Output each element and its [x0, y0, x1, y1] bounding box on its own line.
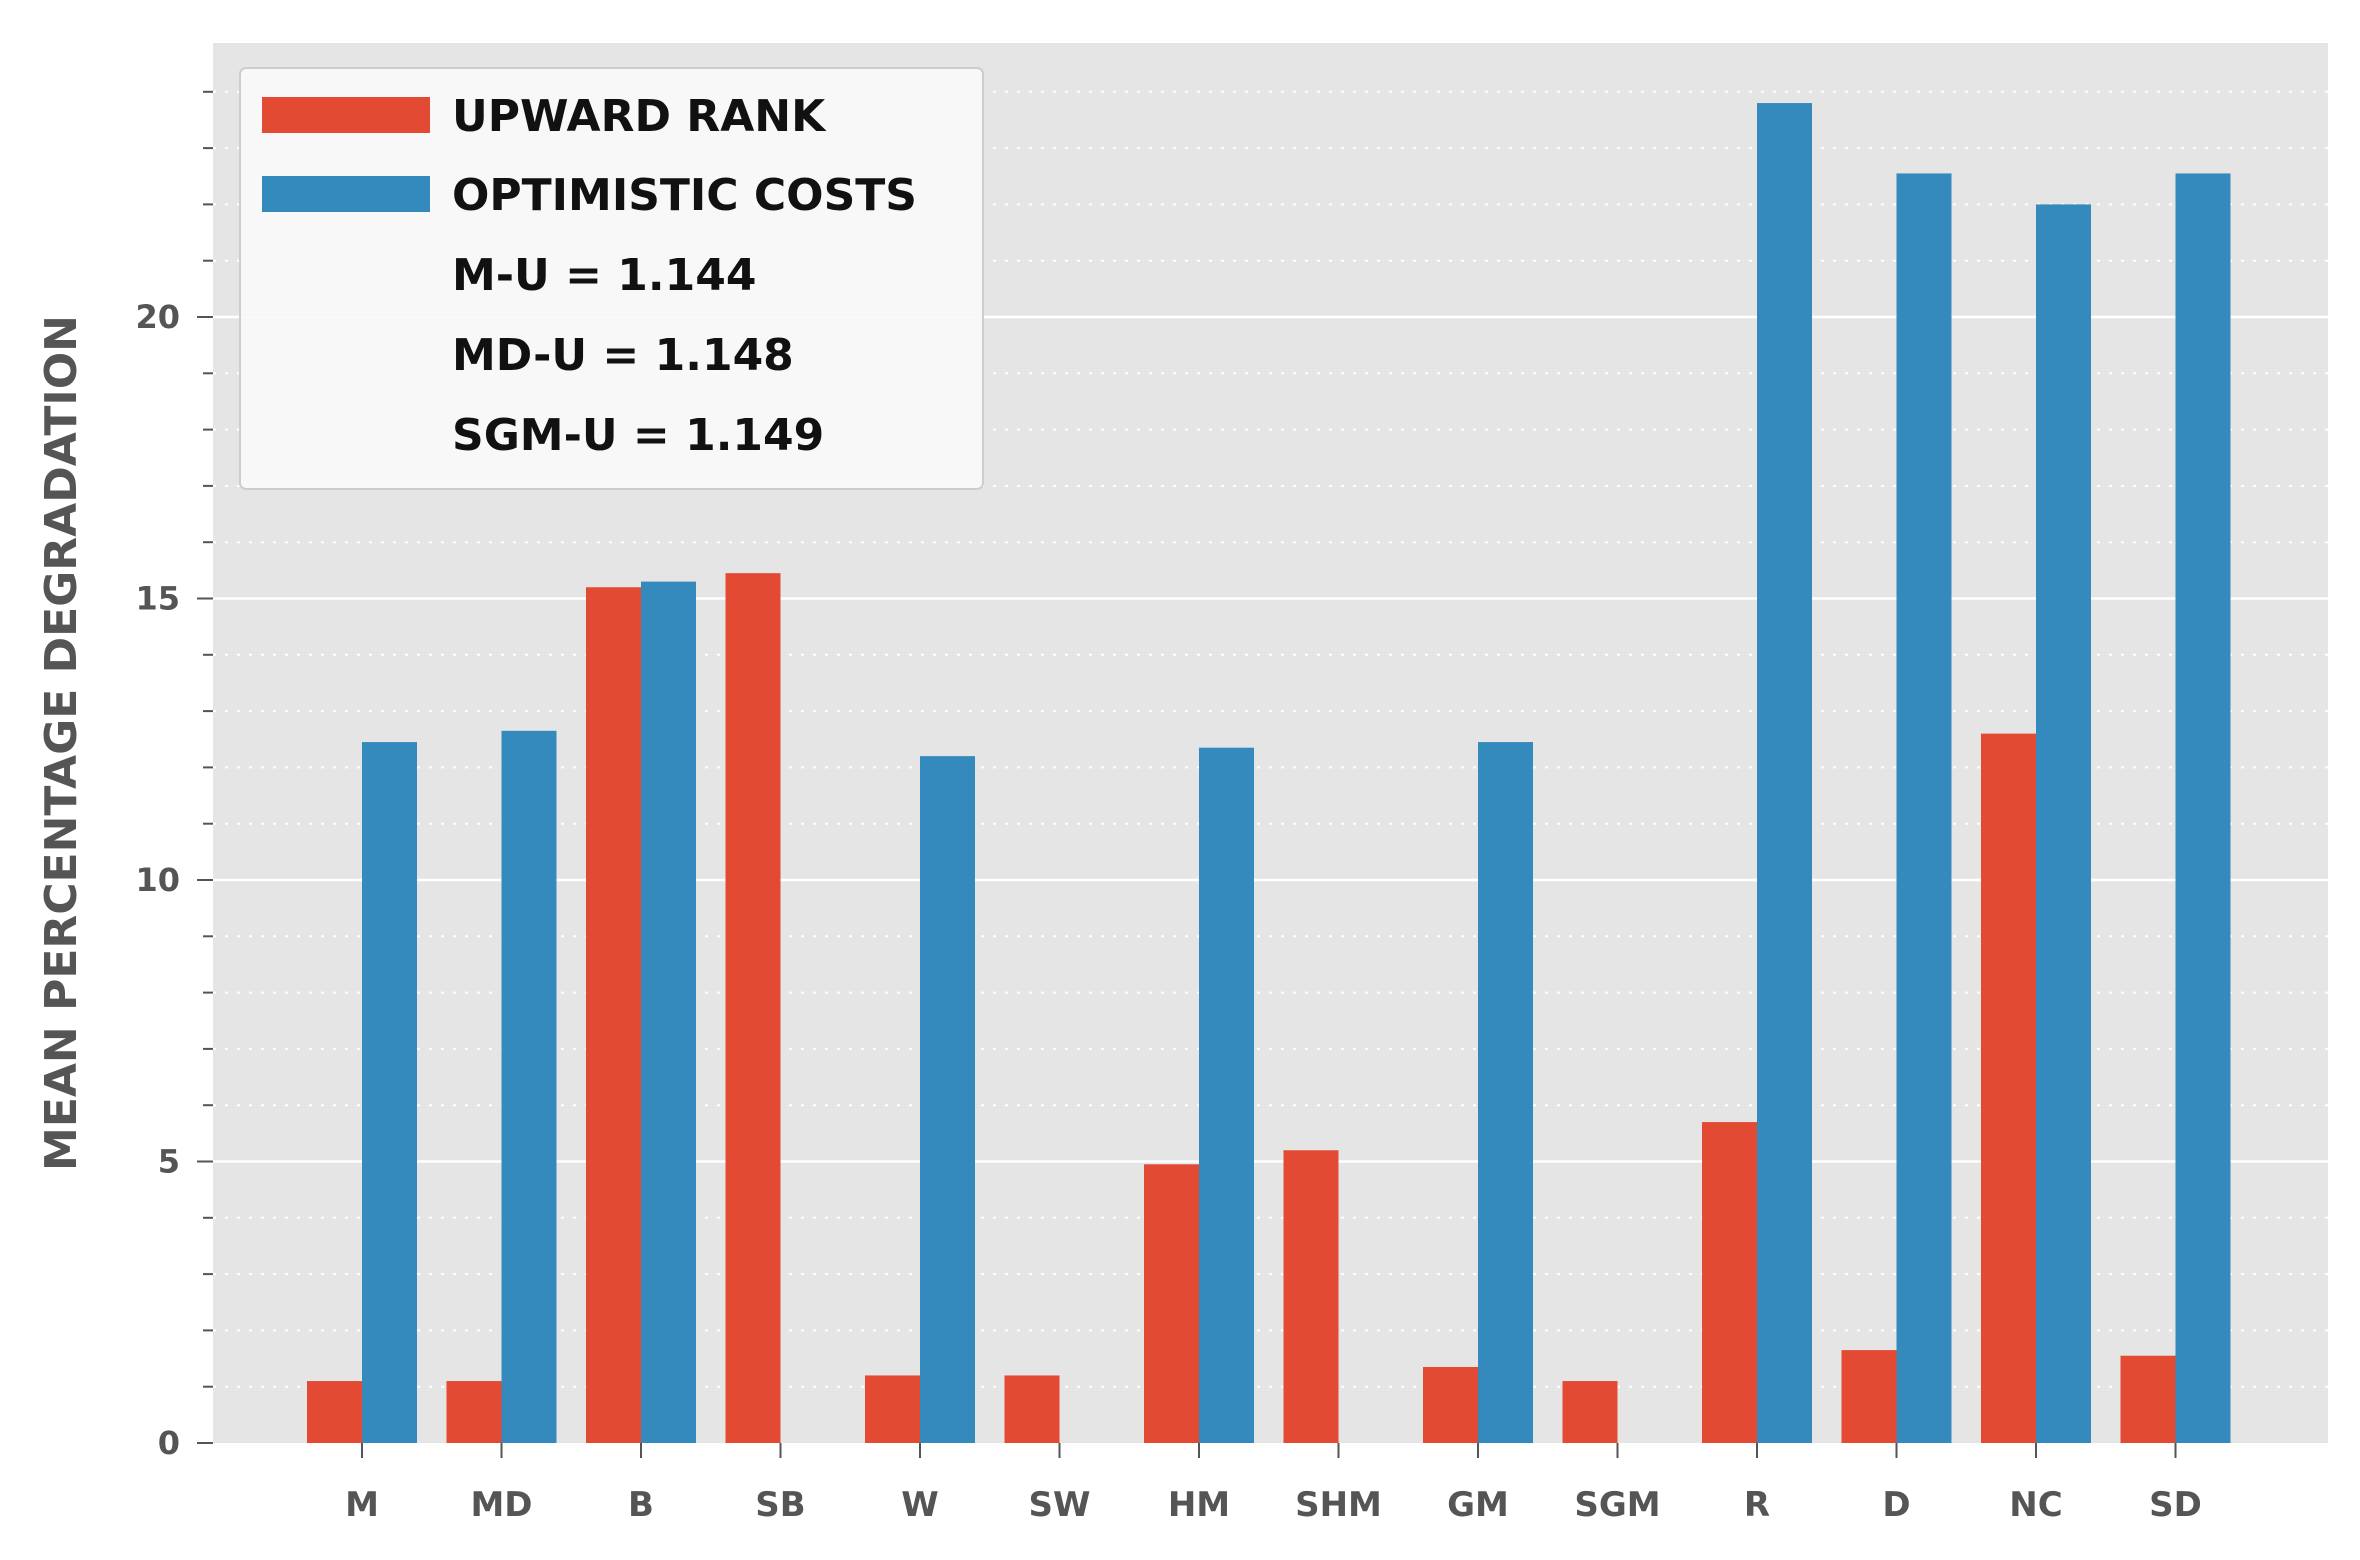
- x-tick-label: SB: [755, 1485, 805, 1525]
- bar-optimistic-costs-sd: [2175, 173, 2231, 1443]
- y-tick-label: 5: [158, 1143, 180, 1181]
- bar-upward-rank-m: [307, 1381, 362, 1443]
- bar-optimistic-costs-gm: [1478, 742, 1533, 1443]
- legend-note-sgm-u: SGM-U = 1.149: [452, 410, 824, 461]
- x-tick-label: GM: [1447, 1485, 1509, 1525]
- bar-optimistic-costs-hm: [1199, 747, 1254, 1443]
- x-tick-label: MD: [470, 1485, 532, 1525]
- y-tick-label: 20: [135, 298, 180, 336]
- bar-upward-rank-sgm: [1562, 1381, 1618, 1443]
- x-tick-label: SHM: [1295, 1485, 1382, 1525]
- legend-note-m-u: M-U = 1.144: [452, 250, 756, 301]
- bar-upward-rank-shm: [1283, 1150, 1339, 1443]
- bar-upward-rank-md: [446, 1381, 502, 1443]
- bar-upward-rank-sw: [1004, 1375, 1060, 1443]
- x-tick-label: M: [345, 1485, 379, 1525]
- y-axis: 0 5 10 15 20: [135, 90, 213, 1462]
- legend-label-optimistic-costs: OPTIMISTIC COSTS: [452, 170, 917, 221]
- x-tick-label: SW: [1029, 1485, 1091, 1525]
- x-tick-label: D: [1882, 1485, 1910, 1525]
- legend-box: [239, 67, 984, 490]
- x-tick-label: HM: [1168, 1485, 1230, 1525]
- legend-swatch-optimistic-costs: [262, 176, 430, 212]
- bar-optimistic-costs-d: [1896, 173, 1952, 1443]
- legend-swatch-upward-rank: [262, 97, 430, 133]
- bar-upward-rank-b: [586, 587, 641, 1443]
- bar-upward-rank-w: [865, 1375, 920, 1443]
- bar-upward-rank-hm: [1144, 1164, 1199, 1443]
- y-tick-label: 15: [135, 580, 180, 618]
- bar-optimistic-costs-w: [920, 756, 975, 1443]
- bar-upward-rank-r: [1702, 1122, 1757, 1443]
- x-tick-label: SGM: [1574, 1485, 1660, 1525]
- bar-optimistic-costs-r: [1757, 103, 1812, 1443]
- legend: UPWARD RANK OPTIMISTIC COSTS M-U = 1.144…: [239, 67, 984, 490]
- minor-gridlines: [213, 90, 2328, 1388]
- bar-optimistic-costs-md: [501, 730, 557, 1443]
- bars: [307, 103, 2231, 1443]
- y-axis-title: MEAN PERCENTAGE DEGRADATION: [36, 315, 87, 1171]
- legend-note-md-u: MD-U = 1.148: [452, 330, 794, 381]
- y-tick-label: 10: [135, 861, 180, 899]
- bar-upward-rank-gm: [1423, 1366, 1478, 1443]
- y-tick-label: 0: [158, 1424, 180, 1462]
- bar-upward-rank-d: [1841, 1350, 1897, 1443]
- x-tick-label: R: [1744, 1485, 1770, 1525]
- x-tick-label: SD: [2149, 1485, 2202, 1525]
- legend-label-upward-rank: UPWARD RANK: [452, 91, 827, 142]
- bar-upward-rank-nc: [1981, 733, 2036, 1443]
- x-tick-label: B: [628, 1485, 654, 1525]
- bar-optimistic-costs-m: [362, 742, 417, 1443]
- bar-optimistic-costs-nc: [2036, 204, 2091, 1443]
- bar-optimistic-costs-b: [641, 581, 696, 1443]
- bar-upward-rank-sb: [725, 573, 781, 1443]
- x-tick-label: W: [901, 1485, 939, 1525]
- bar-upward-rank-sd: [2120, 1355, 2176, 1443]
- x-axis: M MD B SB W SW HM SHM GM SGM R D NC SD: [345, 1443, 2202, 1525]
- x-tick-label: NC: [2009, 1485, 2062, 1525]
